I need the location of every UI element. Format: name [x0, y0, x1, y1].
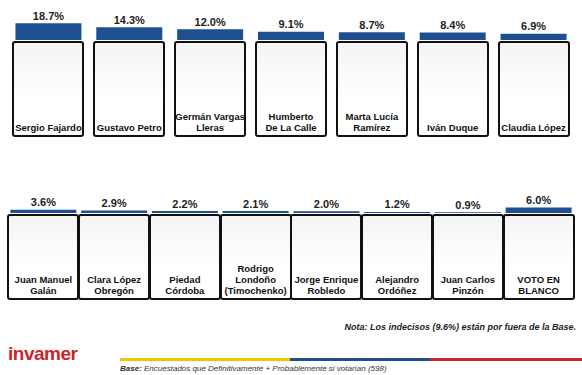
svg-text:Obregón: Obregón [94, 285, 134, 296]
svg-text:Jorge Enrique: Jorge Enrique [294, 274, 358, 285]
svg-text:Sergio Fajardo: Sergio Fajardo [15, 122, 82, 133]
svg-text:Pinzón: Pinzón [452, 285, 483, 296]
svg-text:8.7%: 8.7% [359, 19, 384, 31]
svg-text:Clara López: Clara López [87, 274, 141, 285]
svg-text:2.1%: 2.1% [243, 198, 268, 210]
svg-text:2.2%: 2.2% [172, 198, 197, 210]
svg-text:14.3%: 14.3% [114, 14, 145, 26]
svg-text:Córdoba: Córdoba [165, 285, 205, 296]
svg-text:BLANCO: BLANCO [518, 285, 559, 296]
svg-text:Robledo: Robledo [307, 285, 345, 296]
svg-text:Galán: Galán [30, 285, 57, 296]
svg-text:Juan Carlos: Juan Carlos [441, 274, 495, 285]
svg-text:Londoño: Londoño [235, 274, 276, 285]
svg-text:Germán Vargas: Germán Vargas [175, 111, 245, 122]
svg-text:Gustavo Petro: Gustavo Petro [97, 122, 162, 133]
html-text:Base: Encuestados que Definiti: Base: Encuestados que Definitivamente + … [120, 364, 387, 373]
svg-text:8.4%: 8.4% [440, 19, 465, 31]
html-text:Nota: Los indecisos (9.6%) est: Nota: Los indecisos (9.6%) están por fue… [344, 322, 576, 332]
svg-text:0.9%: 0.9% [455, 199, 480, 211]
svg-text:Alejandro: Alejandro [375, 274, 419, 285]
html-text:invamer: invamer [8, 343, 78, 364]
svg-text:Juan Manuel: Juan Manuel [15, 274, 73, 285]
svg-text:3.6%: 3.6% [31, 196, 56, 208]
svg-text:12.0%: 12.0% [195, 16, 226, 28]
svg-text:Ordóñez: Ordóñez [378, 285, 417, 296]
svg-text:6.9%: 6.9% [521, 20, 546, 32]
svg-text:6.0%: 6.0% [526, 194, 551, 206]
svg-text:Humberto: Humberto [269, 111, 314, 122]
svg-text:Ramírez: Ramírez [353, 122, 390, 133]
svg-text:2.0%: 2.0% [314, 198, 339, 210]
svg-text:Rodrigo: Rodrigo [237, 263, 274, 274]
svg-text:18.7%: 18.7% [33, 10, 64, 22]
svg-text:Piedad: Piedad [169, 274, 200, 285]
svg-text:Iván Duque: Iván Duque [427, 122, 478, 133]
svg-text:1.2%: 1.2% [385, 198, 410, 210]
svg-text:VOTO EN: VOTO EN [517, 274, 560, 285]
svg-text:2.9%: 2.9% [102, 197, 127, 209]
svg-text:9.1%: 9.1% [278, 18, 303, 30]
svg-text:Marta Lucía: Marta Lucía [345, 111, 399, 122]
svg-text:(Timochenko): (Timochenko) [225, 285, 287, 296]
svg-text:Claudia López: Claudia López [501, 122, 566, 133]
svg-text:De La Calle: De La Calle [265, 122, 316, 133]
svg-text:Lleras: Lleras [196, 122, 224, 133]
